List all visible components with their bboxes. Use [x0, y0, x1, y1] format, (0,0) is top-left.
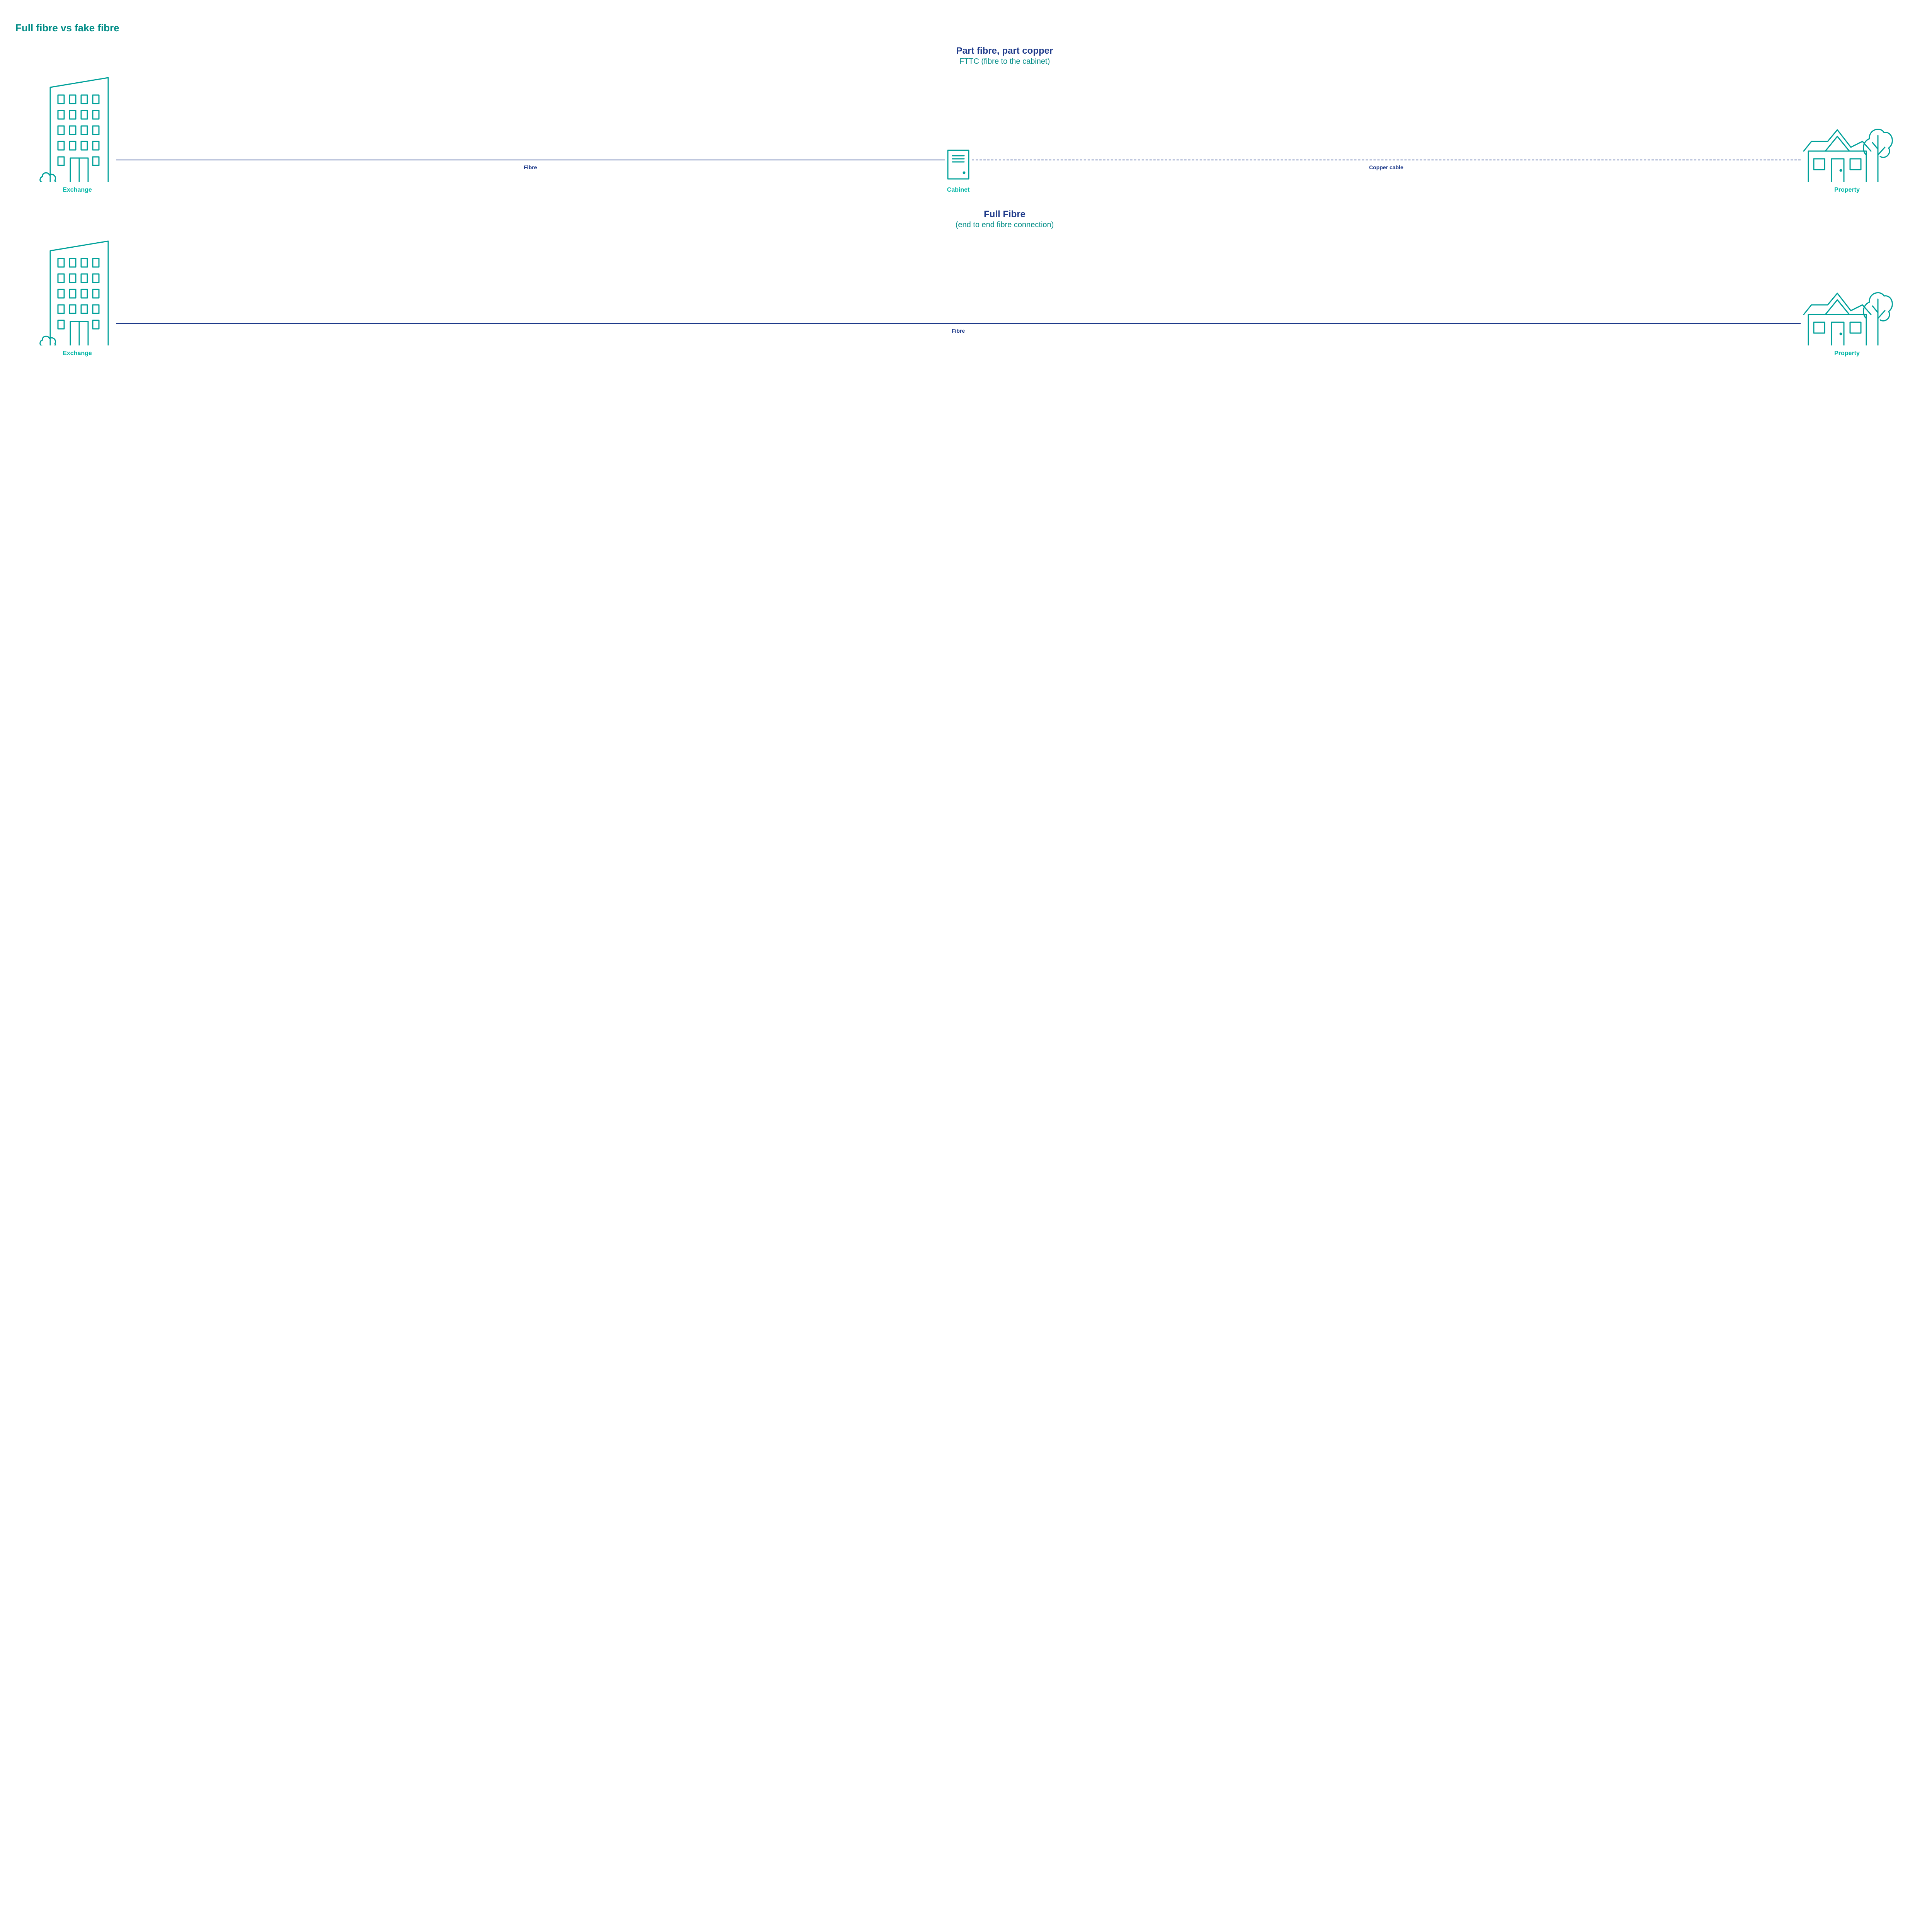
connection-fibre-full-label: Fibre — [952, 328, 965, 334]
connection-fibre-1-label: Fibre — [524, 164, 537, 170]
section-fttc-heading: Part fibre, part copper FTTC (fibre to t… — [93, 46, 1917, 66]
connection-fibre-full-line — [116, 323, 1801, 324]
node-exchange-label: Exchange — [63, 187, 92, 194]
node-property-label: Property — [1834, 187, 1860, 194]
connection-fibre-full: Fibre — [116, 323, 1801, 357]
node-property: Property — [1801, 112, 1893, 194]
section-fullfibre-row: Exchange Fibre — [15, 237, 1917, 357]
node-cabinet-label: Cabinet — [947, 187, 970, 194]
section-fttc-row: Exchange Fibre Cabinet Copper cab — [15, 74, 1917, 194]
property-house-icon — [1801, 276, 1893, 345]
section-fttc-title: Part fibre, part copper — [93, 46, 1917, 56]
section-fullfibre-title: Full Fibre — [93, 209, 1917, 220]
property-house-icon — [1801, 112, 1893, 182]
node-exchange-2: Exchange — [39, 237, 116, 357]
cabinet-icon — [945, 147, 972, 182]
connection-copper: Copper cable — [972, 160, 1801, 194]
section-fullfibre: Full Fibre (end to end fibre connection)… — [15, 209, 1917, 357]
node-cabinet: Cabinet — [945, 147, 972, 194]
page-title: Full fibre vs fake fibre — [15, 22, 1917, 34]
connection-fibre-1: Fibre — [116, 160, 945, 194]
node-property-2-label: Property — [1834, 350, 1860, 357]
section-fullfibre-heading: Full Fibre (end to end fibre connection) — [93, 209, 1917, 230]
node-exchange: Exchange — [39, 74, 116, 194]
node-property-2: Property — [1801, 276, 1893, 357]
exchange-building-icon — [39, 237, 116, 345]
section-fttc: Part fibre, part copper FTTC (fibre to t… — [15, 46, 1917, 194]
section-fullfibre-subtitle: (end to end fibre connection) — [93, 221, 1917, 230]
connection-copper-label: Copper cable — [1369, 164, 1403, 170]
exchange-building-icon — [39, 74, 116, 182]
node-exchange-2-label: Exchange — [63, 350, 92, 357]
section-fttc-subtitle: FTTC (fibre to the cabinet) — [93, 57, 1917, 66]
